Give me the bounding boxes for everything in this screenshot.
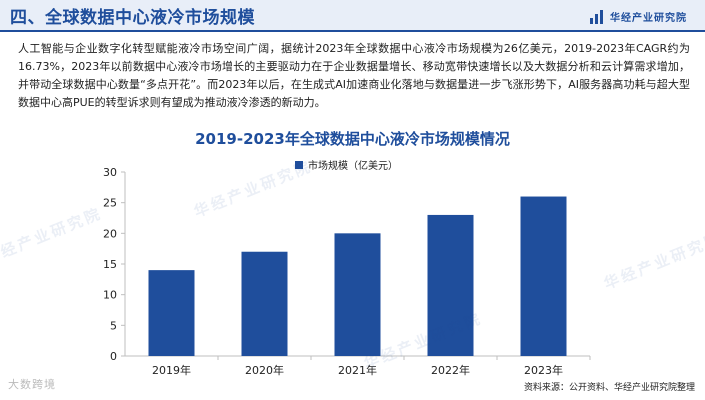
bar-chart: 0 5 10 15 20 25 30 2019年 2020年 2021年 2022年 2023年 xyxy=(103,166,591,377)
intro-paragraph: 人工智能与企业数字化转型赋能液冷市场空间广阔，据统计2023年全球数据中心液冷市… xyxy=(18,42,690,109)
y-tick-label: 25 xyxy=(103,197,117,210)
y-tick-label: 5 xyxy=(110,319,117,332)
header-divider xyxy=(0,30,705,32)
bar xyxy=(241,251,288,356)
bar xyxy=(334,233,381,356)
x-tick-label: 2023年 xyxy=(524,363,563,377)
y-tick-label: 20 xyxy=(103,227,117,240)
y-tick-label: 0 xyxy=(110,350,117,363)
bar xyxy=(427,214,474,356)
y-tick-label: 30 xyxy=(103,166,117,179)
section-title: 四、全球数据中心液冷市场规模 xyxy=(10,8,255,28)
bar xyxy=(520,196,567,356)
legend-label: 市场规模（亿美元） xyxy=(308,161,398,172)
bar xyxy=(148,270,195,356)
brand: 华经产业研究院 xyxy=(589,9,687,24)
y-tick-label: 10 xyxy=(103,289,117,302)
x-tick-label: 2022年 xyxy=(431,363,470,377)
corner-stamp: 大数跨境 xyxy=(8,378,56,391)
source-note: 资料来源：公开资料、华经产业研究院整理 xyxy=(523,383,695,393)
brand-name: 华经产业研究院 xyxy=(610,13,687,24)
legend-swatch xyxy=(295,160,303,169)
header-band: 四、全球数据中心液冷市场规模 华经产业研究院 xyxy=(0,0,705,32)
chart-title: 2019-2023年全球数据中心液冷市场规模情况 xyxy=(195,130,510,148)
y-tick-label: 15 xyxy=(103,258,117,271)
bar-chart-logo-icon xyxy=(590,9,603,24)
x-tick-label: 2020年 xyxy=(245,363,284,377)
x-tick-label: 2019年 xyxy=(152,363,191,377)
x-tick-label: 2021年 xyxy=(338,363,377,377)
chart-legend: 市场规模（亿美元） xyxy=(295,157,398,172)
